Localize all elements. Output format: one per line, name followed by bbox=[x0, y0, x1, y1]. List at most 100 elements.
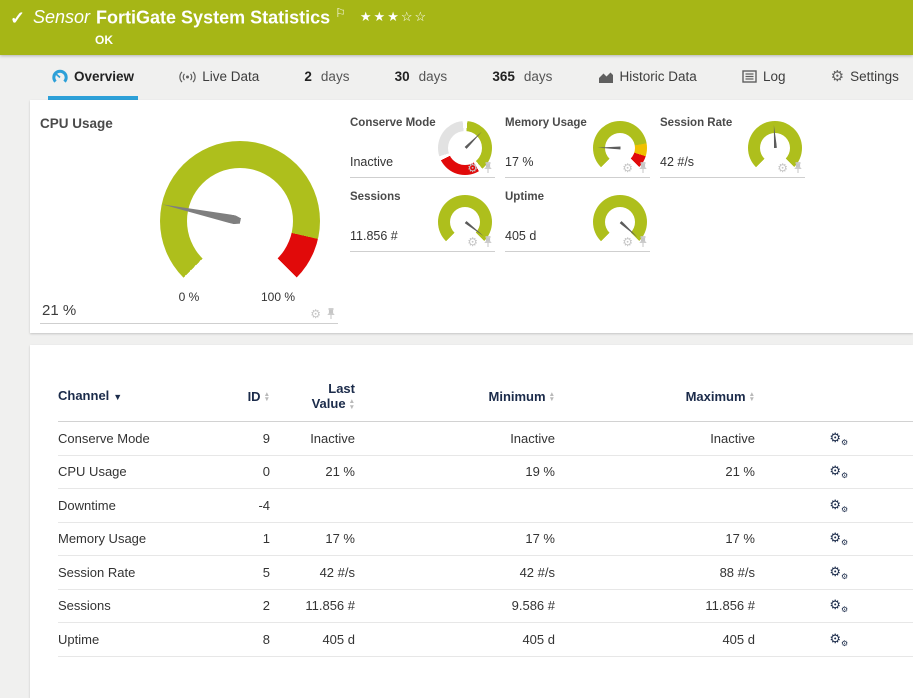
cell-channel[interactable]: Sessions bbox=[58, 598, 111, 614]
cell-id: 8 bbox=[262, 631, 270, 647]
pin-icon[interactable] bbox=[483, 236, 493, 248]
column-label: Minimum bbox=[488, 388, 546, 404]
cell-maximum: 21 % bbox=[725, 464, 755, 480]
column-label: ID bbox=[247, 388, 261, 404]
pin-icon[interactable] bbox=[326, 308, 336, 320]
gear-icon[interactable]: ⚙ bbox=[777, 161, 788, 175]
cell-channel[interactable]: Memory Usage bbox=[58, 531, 147, 547]
cell-maximum: 11.856 # bbox=[705, 598, 755, 614]
sort-icon: ▲ ▼ bbox=[548, 390, 555, 404]
gauge-value: 21 % bbox=[42, 302, 77, 319]
cell-last-value: Inactive bbox=[310, 430, 355, 446]
cell-channel[interactable]: CPU Usage bbox=[58, 464, 127, 480]
tab-number: 2 bbox=[304, 69, 312, 84]
cell-id: 2 bbox=[262, 598, 270, 614]
cpu-gauge-panel: CPU Usage 0 % 100 % 21 % ⚙ bbox=[40, 112, 338, 324]
sensor-header: ✓ Sensor FortiGate System Statistics ⚐ ★★★☆… bbox=[0, 0, 913, 55]
cell-channel[interactable]: Conserve Mode bbox=[58, 430, 150, 446]
cell-maximum: 405 d bbox=[722, 631, 755, 647]
tab-bar: Overview Live Data 2 days 30 days 365 da… bbox=[0, 55, 913, 100]
tab-30-days[interactable]: 30 days bbox=[391, 69, 452, 100]
sort-desc-icon: ▼ bbox=[113, 391, 123, 402]
column-header-id[interactable]: ID ▲ ▼ bbox=[238, 389, 270, 404]
gauge-title: Session Rate bbox=[660, 117, 733, 129]
sessions-gauge bbox=[438, 195, 492, 249]
gauge-title: Sessions bbox=[350, 191, 401, 203]
tab-settings[interactable]: ⚙ Settings bbox=[827, 69, 903, 100]
cell-last-value: 21 % bbox=[325, 464, 355, 480]
gauge-panel-memory-usage: Memory Usage 17 % ⚙ bbox=[505, 114, 650, 178]
pin-icon[interactable] bbox=[793, 162, 803, 174]
pin-icon[interactable] bbox=[638, 236, 648, 248]
column-label: Channel bbox=[58, 387, 110, 403]
table-row-session-rate[interactable]: Session Rate 5 42 #/s 42 #/s 88 #/s ⚙ ⚙ bbox=[58, 556, 913, 590]
column-label: Value bbox=[311, 396, 346, 411]
table-row-uptime[interactable]: Uptime 8 405 d 405 d 405 d ⚙ ⚙ bbox=[58, 623, 913, 657]
column-header-minimum[interactable]: Minimum ▲ ▼ bbox=[355, 388, 556, 404]
table-row-conserve-mode[interactable]: Conserve Mode 9 Inactive Inactive Inacti… bbox=[58, 422, 913, 456]
tab-historic-data[interactable]: Historic Data bbox=[594, 69, 701, 100]
gauge-scale-max: 100 % bbox=[260, 290, 296, 304]
tab-number: 365 bbox=[492, 69, 515, 84]
cell-channel[interactable]: Uptime bbox=[58, 631, 100, 647]
column-header-last-value[interactable]: Last Value ▲ ▼ bbox=[270, 381, 355, 411]
sort-icon: ▲ ▼ bbox=[748, 390, 755, 404]
gear-icon[interactable]: ⚙ bbox=[622, 235, 633, 249]
gear-icon[interactable]: ⚙ bbox=[310, 307, 321, 321]
column-header-maximum[interactable]: Maximum ▲ ▼ bbox=[555, 389, 755, 404]
star-rating[interactable]: ★★★☆☆ bbox=[359, 9, 429, 25]
pin-icon[interactable] bbox=[483, 162, 493, 174]
log-icon bbox=[742, 70, 757, 83]
pin-icon[interactable] bbox=[638, 162, 648, 174]
gauge-panel-conserve-mode: Conserve Mode Inactive ⚙ bbox=[350, 114, 495, 178]
gear-icon: ⚙ bbox=[830, 68, 845, 85]
gauge-scale-min: 0 % bbox=[178, 290, 200, 304]
cell-id: -4 bbox=[258, 497, 270, 513]
tab-live-data[interactable]: Live Data bbox=[175, 69, 263, 100]
cpu-gauge bbox=[160, 141, 320, 301]
cell-channel[interactable]: Session Rate bbox=[58, 564, 136, 580]
tab-label: days bbox=[523, 69, 553, 84]
table-row-sessions[interactable]: Sessions 2 11.856 # 9.586 # 11.856 # ⚙ ⚙ bbox=[58, 590, 913, 623]
tab-label: Overview bbox=[74, 69, 135, 84]
gauge-value: 42 #/s bbox=[660, 155, 695, 169]
flag-icon[interactable]: ⚐ bbox=[335, 6, 346, 20]
gauge-panel-sessions: Sessions 11.856 # ⚙ bbox=[350, 188, 495, 252]
column-label: Last bbox=[328, 381, 355, 396]
tab-label: days bbox=[320, 69, 350, 84]
gauge-title: Memory Usage bbox=[505, 117, 587, 129]
gear-icon[interactable]: ⚙ bbox=[467, 161, 478, 175]
tab-log[interactable]: Log bbox=[738, 69, 790, 100]
table-row-cpu-usage[interactable]: CPU Usage 0 21 % 19 % 21 % ⚙ ⚙ bbox=[58, 456, 913, 489]
tab-overview[interactable]: Overview bbox=[48, 69, 139, 100]
cell-minimum: 9.586 # bbox=[511, 598, 555, 614]
tab-2-days[interactable]: 2 days bbox=[300, 69, 353, 100]
gauge-value: Inactive bbox=[350, 155, 394, 169]
table-header-row: Channel ▼ ID ▲ ▼ Last Value ▲ ▼ Minimum ▲ ▼ Max… bbox=[58, 381, 913, 422]
tab-365-days[interactable]: 365 days bbox=[488, 69, 556, 100]
sort-icon: ▲ ▼ bbox=[348, 398, 355, 411]
gauge-panel-uptime: Uptime 405 d ⚙ bbox=[505, 188, 650, 252]
sensor-status-badge: OK bbox=[95, 33, 113, 47]
cell-id: 9 bbox=[262, 430, 270, 446]
conserve-mode-gauge bbox=[438, 121, 492, 175]
gear-icon[interactable]: ⚙ bbox=[467, 235, 478, 249]
tab-label: Settings bbox=[850, 69, 899, 84]
cell-channel[interactable]: Downtime bbox=[58, 497, 116, 513]
gear-icon[interactable]: ⚙ bbox=[622, 161, 633, 175]
gauge-panel-session-rate: Session Rate 42 #/s ⚙ bbox=[660, 114, 805, 178]
gauge-value: 17 % bbox=[505, 155, 534, 169]
column-label: Maximum bbox=[685, 388, 746, 404]
cell-minimum: 17 % bbox=[525, 531, 555, 547]
cell-last-value: 405 d bbox=[322, 631, 355, 647]
gauge-title: Uptime bbox=[505, 191, 544, 203]
table-row-downtime[interactable]: Downtime -4 ⚙ ⚙ bbox=[58, 489, 913, 523]
table-row-memory-usage[interactable]: Memory Usage 1 17 % 17 % 17 % ⚙ ⚙ bbox=[58, 523, 913, 556]
column-header-channel[interactable]: Channel ▼ bbox=[58, 388, 238, 405]
gauge-hole bbox=[450, 207, 480, 237]
tab-label: Historic Data bbox=[619, 69, 697, 84]
tab-label: Live Data bbox=[202, 69, 260, 84]
cell-maximum: 88 #/s bbox=[719, 564, 755, 580]
cell-id: 5 bbox=[262, 564, 270, 580]
